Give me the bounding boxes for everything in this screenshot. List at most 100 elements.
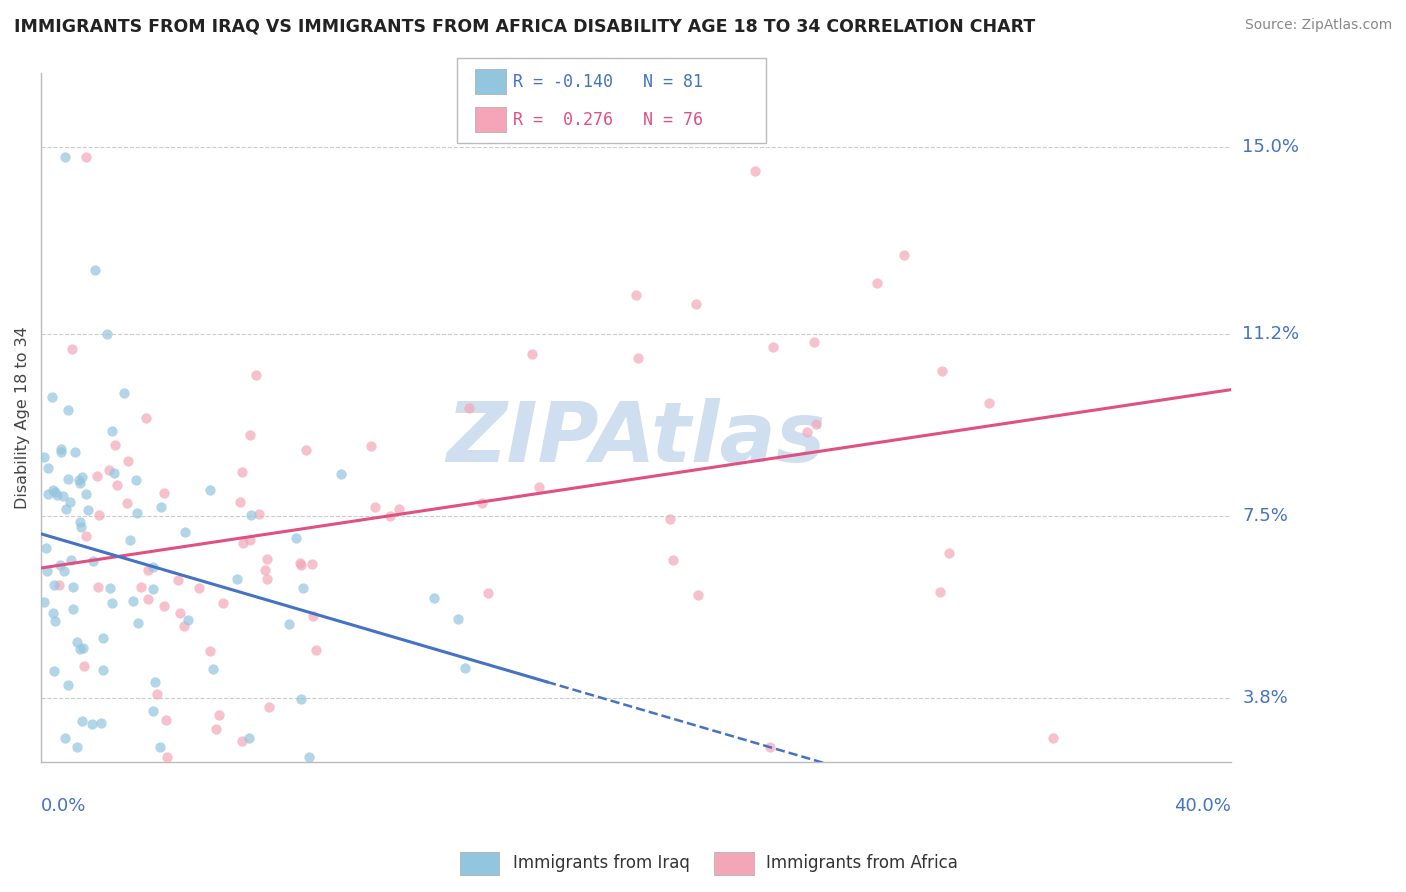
- Point: [169, 606, 191, 620]
- Point: [796, 425, 818, 440]
- Point: [75, 487, 97, 501]
- Point: [360, 439, 382, 453]
- Point: [167, 574, 190, 588]
- Point: [62, 602, 84, 616]
- Point: [143, 675, 166, 690]
- Point: [49, 558, 72, 573]
- Point: [290, 556, 312, 570]
- Point: [979, 396, 1001, 410]
- Point: [65, 444, 87, 458]
- Point: [42, 606, 65, 620]
- Point: [173, 524, 195, 539]
- Point: [290, 692, 312, 706]
- Point: [69, 641, 91, 656]
- Point: [32, 595, 55, 609]
- Point: [470, 496, 492, 510]
- Point: [135, 410, 157, 425]
- Point: [70, 520, 93, 534]
- Point: [152, 599, 174, 614]
- Point: [69, 515, 91, 529]
- Point: [231, 734, 253, 748]
- Point: [77, 503, 100, 517]
- Point: [256, 552, 278, 566]
- Point: [228, 494, 250, 508]
- Point: [188, 581, 211, 595]
- Point: [101, 596, 124, 610]
- Point: [225, 572, 247, 586]
- Point: [42, 483, 65, 497]
- Point: [232, 536, 254, 550]
- Point: [239, 533, 262, 547]
- Point: [142, 704, 165, 718]
- Point: [200, 644, 222, 658]
- Point: [115, 496, 138, 510]
- Point: [136, 564, 159, 578]
- Point: [46, 488, 69, 502]
- Point: [208, 708, 231, 723]
- Point: [37, 487, 59, 501]
- Point: [73, 659, 96, 673]
- Point: [83, 263, 105, 277]
- Point: [80, 717, 103, 731]
- Point: [120, 533, 142, 547]
- Point: [626, 287, 648, 301]
- Point: [104, 438, 127, 452]
- Point: [32, 450, 55, 464]
- Point: [173, 618, 195, 632]
- Point: [278, 616, 301, 631]
- Point: [211, 596, 233, 610]
- Point: [51, 442, 73, 456]
- Point: [201, 662, 224, 676]
- Point: [149, 500, 172, 514]
- Point: [149, 740, 172, 755]
- Point: [931, 364, 953, 378]
- Point: [117, 454, 139, 468]
- Point: [865, 277, 887, 291]
- Point: [301, 558, 323, 572]
- Point: [121, 593, 143, 607]
- Point: [254, 563, 277, 577]
- Point: [66, 740, 89, 755]
- Text: 40.0%: 40.0%: [1174, 797, 1232, 814]
- Point: [142, 560, 165, 574]
- Point: [422, 591, 444, 605]
- Point: [685, 297, 707, 311]
- Text: ZIPAtlas: ZIPAtlas: [447, 398, 825, 479]
- Point: [125, 473, 148, 487]
- Point: [51, 445, 73, 459]
- Point: [44, 485, 66, 500]
- Point: [204, 722, 226, 736]
- Point: [627, 351, 650, 365]
- Point: [53, 731, 76, 745]
- Point: [744, 164, 766, 178]
- Point: [67, 474, 90, 488]
- Point: [305, 643, 328, 657]
- Point: [284, 531, 307, 545]
- Text: Source: ZipAtlas.com: Source: ZipAtlas.com: [1244, 18, 1392, 32]
- Text: 11.2%: 11.2%: [1243, 325, 1299, 343]
- Point: [97, 463, 120, 477]
- Text: 7.5%: 7.5%: [1243, 507, 1288, 525]
- Point: [44, 615, 66, 629]
- Text: R = -0.140   N = 81: R = -0.140 N = 81: [513, 73, 703, 91]
- Point: [44, 578, 66, 592]
- Point: [52, 564, 75, 578]
- Point: [520, 346, 543, 360]
- Point: [200, 483, 222, 497]
- Point: [294, 442, 316, 457]
- Point: [238, 731, 260, 745]
- Point: [59, 495, 82, 509]
- Point: [804, 417, 827, 431]
- Point: [75, 150, 97, 164]
- Point: [35, 541, 58, 556]
- Point: [156, 750, 179, 764]
- Point: [100, 425, 122, 439]
- Point: [153, 486, 176, 500]
- Point: [388, 502, 411, 516]
- Point: [70, 714, 93, 728]
- Text: 0.0%: 0.0%: [41, 797, 87, 814]
- Point: [291, 581, 314, 595]
- Point: [131, 580, 153, 594]
- Point: [96, 326, 118, 341]
- Point: [245, 368, 267, 382]
